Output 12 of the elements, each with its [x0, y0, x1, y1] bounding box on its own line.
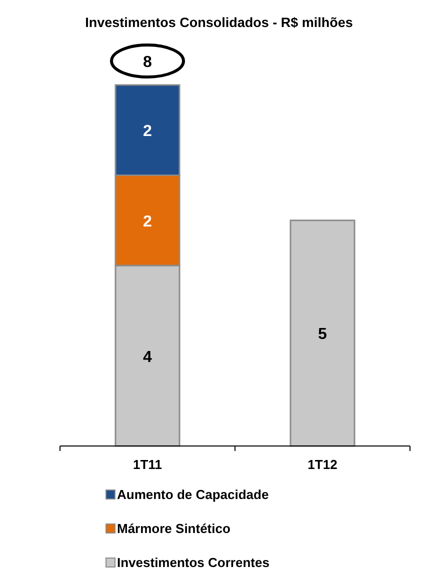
data-label: 2 — [143, 123, 152, 140]
data-label: 4 — [143, 348, 152, 366]
bar — [290, 220, 356, 447]
chart-title: Investimentos Consolidados - R$ milhões — [85, 15, 353, 30]
legend-label: Mármore Sintético — [117, 521, 230, 536]
x-tick-label: 1T11 — [133, 457, 162, 472]
data-label: 2 — [143, 213, 152, 230]
data-label: 5 — [318, 326, 328, 344]
legend-label: Aumento de Capacidade — [117, 487, 269, 502]
total-label: 8 — [143, 54, 152, 71]
x-tick-label: 1T12 — [308, 457, 338, 472]
legend-label: Investimentos Correntes — [117, 555, 270, 570]
